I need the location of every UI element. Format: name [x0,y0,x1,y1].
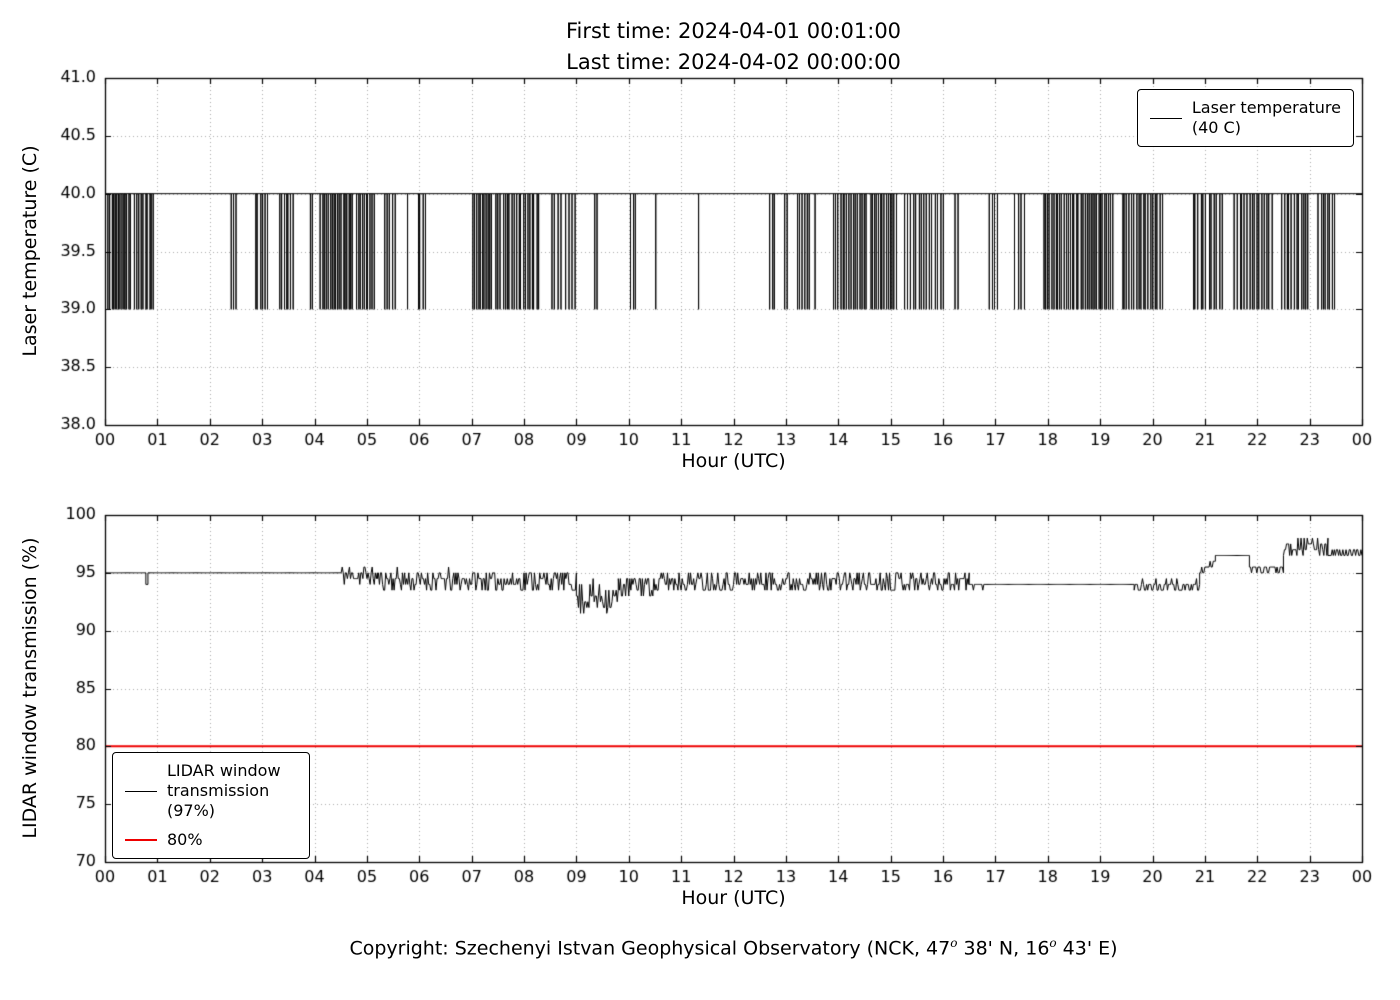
legend-label-80-percent-line1: 80% [167,830,203,849]
legend-label-transmission-line2: transmission [167,781,270,800]
figure-title: First time: 2024-04-01 00:01:00 Last tim… [105,16,1362,78]
legend-label-transmission-line3: (97%) [167,801,216,820]
legend-laser-temperature: Laser temperature (40 C) [1136,89,1354,147]
figure-title-line2: Last time: 2024-04-02 00:00:00 [566,50,901,74]
copyright-degree-symbol-2: o [1049,936,1057,950]
y-axis-label-laser-temperature: Laser temperature (C) [19,145,41,357]
copyright-text-pre: Copyright: Szechenyi Istvan Geophysical … [349,937,951,960]
legend-entry-laser-temperature: Laser temperature (40 C) [1149,98,1341,138]
legend-label-transmission-line1: LIDAR window [167,761,281,780]
legend-label-laser-line2: (40 C) [1191,118,1241,137]
figure-title-line1: First time: 2024-04-01 00:01:00 [565,19,902,43]
legend-entry-80-percent: 80% [125,830,297,850]
copyright-degree-symbol-1: o [950,936,958,950]
legend-label-transmission: LIDAR window transmission (97%) [167,761,281,821]
legend-line-sample-transmission [125,790,157,792]
legend-label-80-percent: 80% [167,830,203,850]
legend-line-sample-80-percent [125,839,157,841]
x-axis-label-top-panel: Hour (UTC) [681,450,786,472]
copyright-line: Copyright: Szechenyi Istvan Geophysical … [105,936,1362,959]
legend-label-laser-line1: Laser temperature [1191,98,1341,117]
x-axis-label-bottom-panel: Hour (UTC) [681,887,786,909]
legend-entry-transmission: LIDAR window transmission (97%) [125,761,297,821]
legend-label-laser: Laser temperature (40 C) [1192,98,1341,138]
copyright-text-mid: 38' N, 16 [957,937,1050,960]
y-axis-label-window-transmission: LIDAR window transmission (%) [19,537,41,839]
legend-line-sample-laser [1149,117,1182,119]
copyright-text-post: 43' E) [1056,937,1118,960]
legend-window-transmission: LIDAR window transmission (97%) 80% [112,752,310,859]
